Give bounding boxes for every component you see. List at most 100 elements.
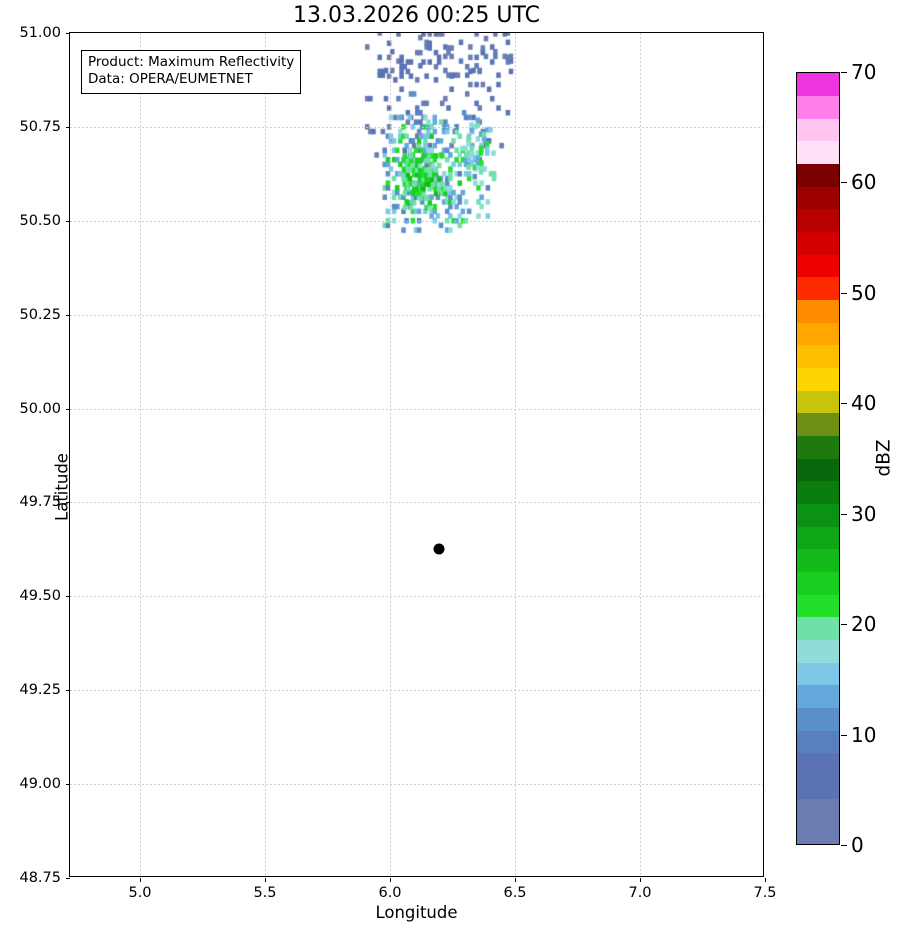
- colorbar-band: [797, 344, 839, 369]
- x-tick-label: 5.5: [253, 885, 277, 901]
- info-data-line: Data: OPERA/EUMETNET: [88, 71, 253, 88]
- x-tick: [390, 878, 391, 882]
- y-tick: [66, 690, 70, 692]
- colorbar-band: [797, 73, 839, 97]
- colorbar-band: [797, 662, 839, 686]
- colorbar-tick: [841, 624, 847, 626]
- x-axis-label: Longitude: [375, 903, 458, 922]
- colorbar-band: [797, 503, 839, 527]
- plot-clip-region: Product: Maximum Reflectivity Data: OPER…: [70, 33, 763, 876]
- colorbar-band: [797, 95, 839, 119]
- x-tick: [140, 878, 141, 882]
- colorbar-tick: [841, 845, 847, 846]
- colorbar-band: [797, 390, 839, 414]
- y-tick-label: 50.50: [19, 212, 61, 229]
- y-tick-label: 50.75: [19, 118, 61, 135]
- colorbar-tick-label: 0: [851, 833, 864, 857]
- colorbar-label: dBZ: [873, 439, 895, 477]
- colorbar-band: [797, 208, 839, 233]
- colorbar-tick: [841, 403, 847, 405]
- y-tick: [66, 784, 70, 786]
- colorbar-tick-label: 30: [851, 501, 877, 526]
- gridline-vertical: [265, 33, 266, 876]
- y-tick: [66, 314, 70, 316]
- colorbar-band: [797, 186, 839, 210]
- colorbar-band: [797, 231, 839, 255]
- colorbar-band: [797, 820, 839, 844]
- info-product-line: Product: Maximum Reflectivity: [88, 54, 295, 70]
- x-tick: [515, 878, 516, 882]
- y-tick-label: 50.00: [19, 400, 61, 417]
- colorbar-tick-label: 70: [851, 60, 877, 84]
- colorbar-band: [797, 299, 839, 323]
- y-tick: [66, 408, 70, 410]
- colorbar-band: [797, 367, 839, 391]
- y-tick: [66, 33, 70, 34]
- colorbar-band: [797, 526, 839, 550]
- colorbar-band: [797, 639, 839, 663]
- gridline-vertical: [390, 33, 391, 876]
- gridline-horizontal: [70, 126, 763, 128]
- gridline-horizontal: [70, 690, 763, 692]
- x-tick-label: 6.0: [378, 885, 402, 901]
- product-info-box: Product: Maximum Reflectivity Data: OPER…: [81, 50, 302, 94]
- colorbar-band: [797, 730, 839, 754]
- colorbar-band: [797, 118, 839, 142]
- colorbar-tick-label: 40: [851, 391, 877, 416]
- colorbar-band: [797, 435, 839, 459]
- gridline-horizontal: [70, 314, 763, 316]
- y-tick-label: 51.00: [19, 25, 61, 41]
- city-marker-luxembourg: [433, 543, 445, 555]
- colorbar-band: [797, 322, 839, 346]
- gridline-vertical: [640, 33, 641, 876]
- gridline-vertical: [140, 33, 141, 876]
- colorbar-band: [797, 163, 839, 187]
- colorbar-band: [797, 412, 839, 437]
- gridline-horizontal: [70, 220, 763, 222]
- colorbar-tick-label: 60: [851, 170, 877, 195]
- y-tick: [66, 502, 70, 504]
- y-axis-label: Latitude: [52, 453, 72, 521]
- map-axes: Product: Maximum Reflectivity Data: OPER…: [19, 25, 776, 901]
- y-tick-label: 49.75: [19, 494, 61, 511]
- colorbar-band: [797, 480, 839, 505]
- colorbar-tick: [841, 182, 847, 184]
- colorbar-tick: [841, 292, 847, 294]
- radar-reflectivity-layer: [70, 33, 763, 876]
- colorbar-band: [797, 594, 839, 618]
- colorbar-band: [797, 616, 839, 641]
- x-tick: [765, 878, 766, 882]
- colorbar-tick: [841, 72, 847, 73]
- colorbar-band: [797, 140, 839, 165]
- y-tick: [66, 596, 70, 598]
- x-tick: [640, 878, 641, 882]
- colorbar-tick: [841, 513, 847, 515]
- colorbar-tick: [841, 734, 847, 736]
- x-tick-label: 7.5: [753, 885, 777, 901]
- gridline-horizontal: [70, 502, 763, 504]
- colorbar-band: [797, 798, 839, 822]
- y-tick-label: 48.75: [19, 870, 61, 886]
- colorbar-tick-label: 10: [851, 722, 877, 747]
- y-tick-label: 49.50: [19, 588, 61, 605]
- colorbar-band: [797, 684, 839, 709]
- y-tick: [66, 878, 70, 879]
- colorbar-band: [797, 548, 839, 573]
- colorbar-band: [797, 254, 839, 278]
- x-tick-label: 6.5: [503, 885, 527, 901]
- x-tick: [265, 878, 266, 882]
- x-tick-label: 7.0: [628, 885, 652, 901]
- colorbar: [796, 72, 840, 845]
- colorbar-band: [797, 571, 839, 595]
- x-tick-label: 5.0: [128, 885, 152, 901]
- gridline-vertical: [515, 33, 516, 876]
- colorbar-band: [797, 775, 839, 799]
- colorbar-tick-label: 50: [851, 280, 877, 305]
- y-tick: [66, 126, 70, 128]
- y-tick-label: 49.25: [19, 682, 61, 699]
- y-tick-label: 49.00: [19, 776, 61, 793]
- gridline-horizontal: [70, 596, 763, 598]
- colorbar-band: [797, 752, 839, 777]
- colorbar-tick-label: 20: [851, 612, 877, 637]
